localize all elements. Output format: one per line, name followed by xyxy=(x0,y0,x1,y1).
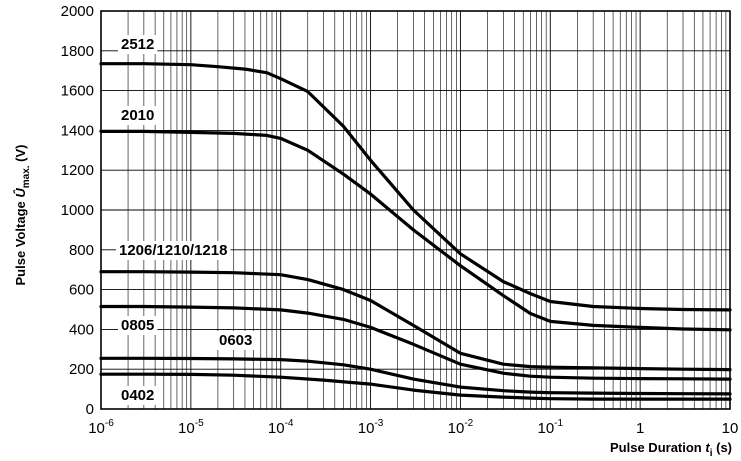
y-tick-label: 1400 xyxy=(61,122,94,139)
x-tick-label: 10-1 xyxy=(537,418,563,437)
x-tick-label: 10-5 xyxy=(178,418,204,437)
series-lines xyxy=(99,62,732,401)
x-tick-label: 10-2 xyxy=(448,418,474,437)
y-tick-label: 1200 xyxy=(61,162,94,179)
series-label-0402: 0402 xyxy=(118,386,158,405)
y-tick-label: 400 xyxy=(69,321,94,338)
y-tick-labels: 0 200 400 600 800 1000 1200 1400 1600 1800 2000 xyxy=(61,3,94,418)
svg-text:0603: 0603 xyxy=(219,332,252,349)
x-tick-labels: 10-6 10-5 10-4 10-3 10-2 10-1 1 10 xyxy=(88,418,738,437)
y-tick-label: 2000 xyxy=(61,3,94,20)
x-tick-label: 10-4 xyxy=(268,418,294,437)
svg-text:2010: 2010 xyxy=(121,107,154,124)
series-label-2010: 2010 xyxy=(118,106,158,125)
svg-text:1206/1210/1218: 1206/1210/1218 xyxy=(119,242,227,259)
series-line-0402 xyxy=(99,372,732,401)
y-tick-label: 0 xyxy=(86,401,94,418)
x-tick-label: 10-3 xyxy=(358,418,384,437)
y-tick-label: 1000 xyxy=(61,202,94,219)
series-line-0805 xyxy=(99,304,732,381)
svg-text:0402: 0402 xyxy=(121,387,154,404)
y-tick-label: 600 xyxy=(69,282,94,299)
series-line-2010 xyxy=(99,129,732,332)
svg-text:2512: 2512 xyxy=(121,36,154,53)
series-label-0603: 0603 xyxy=(216,331,256,350)
x-axis-label: Pulse Duration ti (s) xyxy=(610,440,732,459)
series-labels: 2512 2010 1206/1210/1218 0805 0603 0402 xyxy=(116,35,256,405)
x-tick-label: 10-6 xyxy=(88,418,114,437)
y-tick-label: 200 xyxy=(69,361,94,378)
y-tick-label: 800 xyxy=(69,242,94,259)
y-axis-label: Pulse Voltage Ûmax. (V) xyxy=(13,144,32,285)
series-line-1206-1210-1218 xyxy=(99,270,732,372)
series-line-0603 xyxy=(99,356,732,396)
x-tick-label: 1 xyxy=(636,420,644,437)
svg-text:0805: 0805 xyxy=(121,317,154,334)
y-tick-label: 1600 xyxy=(61,83,94,100)
plot-frame xyxy=(100,10,731,410)
x-tick-label: 10 xyxy=(722,420,739,437)
series-line-2512 xyxy=(99,62,732,312)
y-tick-label: 1800 xyxy=(61,43,94,60)
series-label-2512: 2512 xyxy=(118,35,158,54)
series-label-0805: 0805 xyxy=(118,316,158,335)
series-label-1206-1210-1218: 1206/1210/1218 xyxy=(116,241,231,260)
